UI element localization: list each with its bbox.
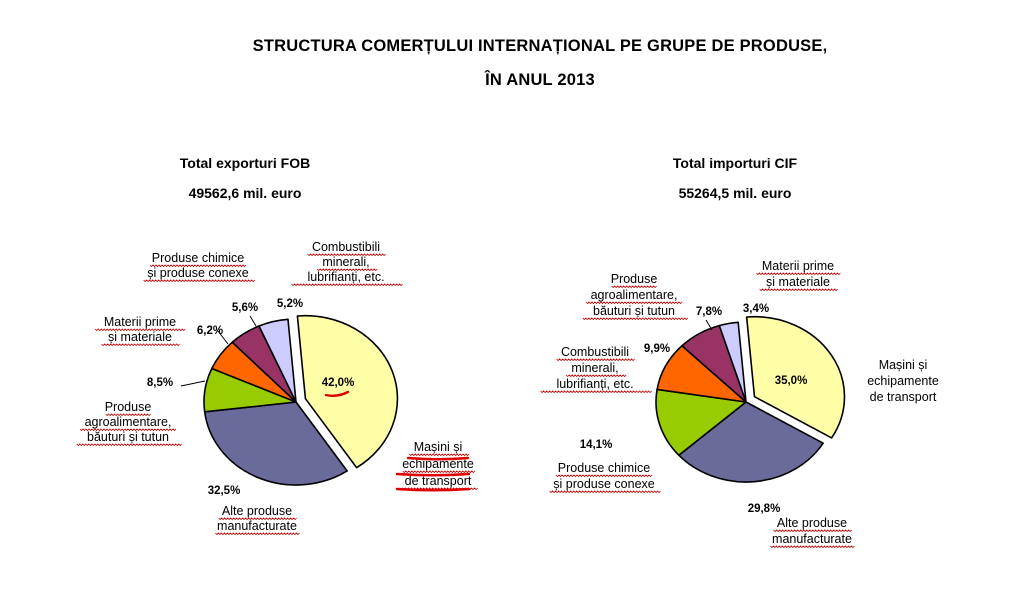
import-pct-label-1: 35,0% bbox=[775, 375, 808, 387]
export-category-label-6: Combustibili minerali, lubrifianți, etc. bbox=[307, 240, 384, 284]
import-slice-3 bbox=[655, 388, 747, 457]
export-squiggle bbox=[143, 279, 255, 283]
import-category-label-3: Produse chimice și produse conexe bbox=[553, 461, 655, 491]
import-total-value: 55264,5 mil. euro bbox=[678, 185, 792, 201]
import-squiggle bbox=[540, 390, 652, 394]
export-category-label-4: Materii prime și materiale bbox=[104, 315, 176, 344]
export-category-label-1: Mașini și echipamente de transport bbox=[402, 440, 474, 488]
export-squiggle bbox=[149, 264, 247, 268]
export-squiggle bbox=[79, 428, 177, 432]
export-category-label-2: Alte produse manufacturate bbox=[217, 504, 297, 533]
page-title-line2: ÎN ANUL 2013 bbox=[485, 71, 595, 89]
import-pie bbox=[655, 315, 846, 483]
import-category-label-2: Alte produse manufacturate bbox=[772, 516, 852, 546]
import-category-label-1: Mașini și echipamente de transport bbox=[867, 358, 939, 404]
export-squiggle bbox=[316, 268, 378, 272]
export-leader-line-1 bbox=[180, 380, 206, 387]
import-category-label-5: Produse agroalimentare, băuturi și tutun bbox=[591, 272, 678, 318]
import-squiggle bbox=[556, 358, 635, 362]
import-squiggle bbox=[759, 288, 838, 292]
export-leader-line-3 bbox=[249, 315, 257, 327]
import-squiggle bbox=[756, 272, 841, 276]
export-total-title: Total exporturi FOB bbox=[179, 155, 311, 171]
import-squiggle bbox=[773, 529, 852, 533]
export-slice-6 bbox=[258, 318, 297, 403]
import-squiggle bbox=[549, 490, 661, 494]
export-pie bbox=[203, 314, 399, 486]
export-squiggle bbox=[291, 283, 403, 287]
import-slice-6 bbox=[718, 321, 747, 403]
export-pct-label-3: 8,5% bbox=[147, 377, 173, 389]
import-leader-line-1 bbox=[705, 319, 713, 331]
export-red-underline-2 bbox=[406, 456, 470, 461]
import-category-label-6: Materii prime și materiale bbox=[762, 259, 834, 289]
export-red-underline-3 bbox=[395, 472, 471, 477]
export-red-underline-4 bbox=[395, 487, 471, 492]
export-category-label-5: Produse chimice și produse conexe bbox=[147, 251, 249, 280]
export-squiggle bbox=[101, 343, 180, 347]
export-pct-label-6: 5,2% bbox=[277, 298, 303, 310]
export-leader-line-2 bbox=[217, 330, 229, 345]
export-squiggle bbox=[215, 532, 300, 536]
import-squiggle bbox=[770, 545, 855, 549]
import-total-title: Total importuri CIF bbox=[672, 155, 798, 171]
import-slice-1 bbox=[745, 315, 846, 439]
import-pct-label-6: 3,4% bbox=[743, 303, 769, 315]
export-squiggle bbox=[307, 253, 386, 257]
export-category-label-3: Produse agroalimentare, băuturi și tutun bbox=[85, 400, 172, 444]
export-squiggle bbox=[218, 517, 297, 521]
import-squiggle bbox=[565, 374, 627, 378]
export-red-underline-1 bbox=[324, 390, 350, 397]
export-pct-label-4: 6,2% bbox=[197, 325, 223, 337]
import-squiggle bbox=[611, 285, 657, 289]
import-pct-label-4: 9,9% bbox=[644, 343, 670, 355]
import-category-label-4: Combustibili minerali, lubrifianți, etc. bbox=[556, 345, 633, 391]
export-pct-label-2: 32,5% bbox=[208, 485, 241, 497]
import-pct-label-5: 7,8% bbox=[696, 306, 722, 318]
page-title-line1: STRUCTURA COMERȚULUI INTERNAȚIONAL PE GR… bbox=[252, 37, 828, 55]
import-pct-label-2: 29,8% bbox=[748, 503, 781, 515]
export-pct-label-1: 42,0% bbox=[322, 377, 355, 389]
export-pct-label-5: 5,6% bbox=[232, 302, 258, 314]
export-total-value: 49562,6 mil. euro bbox=[188, 185, 302, 201]
import-squiggle bbox=[585, 301, 683, 305]
import-slice-2 bbox=[678, 401, 824, 483]
export-squiggle bbox=[105, 413, 151, 417]
export-squiggle bbox=[94, 328, 186, 332]
export-slice-2 bbox=[203, 401, 348, 486]
export-squiggle bbox=[402, 470, 476, 474]
import-pct-label-3: 14,1% bbox=[580, 439, 613, 451]
export-squiggle bbox=[408, 453, 470, 457]
import-squiggle bbox=[555, 474, 653, 478]
export-squiggle bbox=[76, 443, 183, 447]
import-squiggle bbox=[582, 317, 689, 321]
